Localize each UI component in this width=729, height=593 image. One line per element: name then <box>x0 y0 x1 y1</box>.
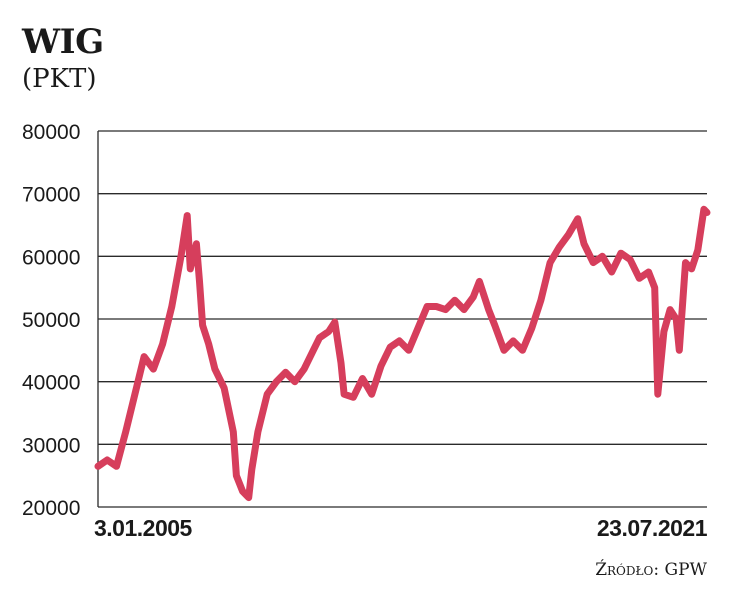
source-note: Źródło: GPW <box>595 560 707 580</box>
y-tick-label: 70000 <box>22 184 80 207</box>
chart-unit: (PKT) <box>22 64 97 94</box>
gridlines <box>98 130 707 508</box>
y-tick-label: 20000 <box>22 497 80 520</box>
x-tick-label-start: 3.01.2005 <box>94 515 193 541</box>
y-tick-label: 30000 <box>22 434 80 457</box>
y-tick-label: 50000 <box>22 309 80 332</box>
series-layer <box>94 205 711 502</box>
wig-series-line <box>94 205 711 502</box>
y-tick-label: 80000 <box>22 121 80 144</box>
x-tick-label-end: 23.07.2021 <box>597 515 708 541</box>
y-tick-label: 40000 <box>22 372 80 395</box>
y-tick-label: 60000 <box>22 246 80 269</box>
x-axis-ticks: 3.01.2005 23.07.2021 <box>94 515 708 541</box>
y-axis-ticks: 80000 70000 60000 50000 40000 30000 20000 <box>22 121 80 520</box>
chart-title: WIG <box>22 22 104 62</box>
